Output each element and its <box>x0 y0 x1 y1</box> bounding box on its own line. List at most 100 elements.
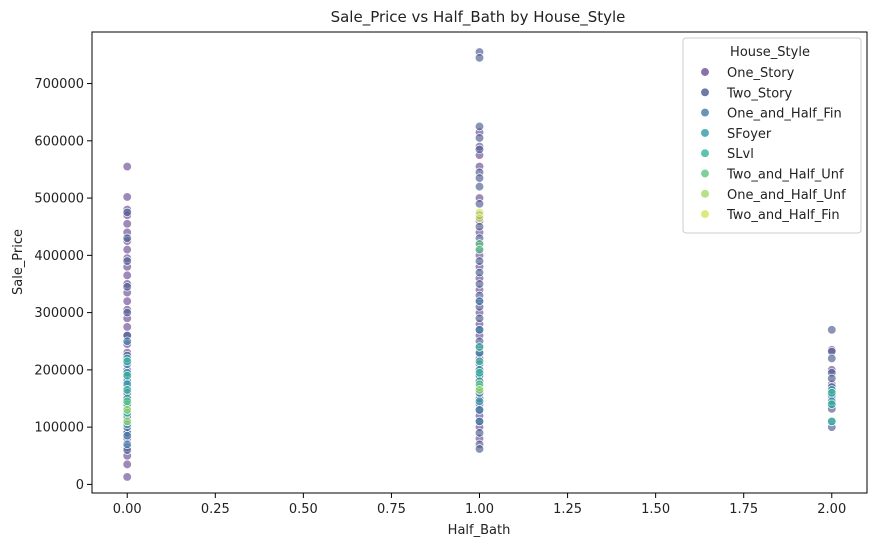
data-point <box>122 431 132 441</box>
data-point <box>474 325 485 335</box>
data-point <box>474 133 485 143</box>
legend-marker <box>700 87 710 97</box>
legend-item: One_and_Half_Unf <box>700 188 846 203</box>
data-point <box>122 439 132 449</box>
data-point <box>122 207 132 218</box>
data-point <box>122 233 132 243</box>
series-two-and-half-unf <box>122 239 485 407</box>
data-point <box>474 342 485 352</box>
legend-item: Two_and_Half_Fin <box>700 208 840 223</box>
data-point <box>122 405 132 415</box>
legend-label: One_Story <box>727 66 795 81</box>
x-axis: 0.00 0.25 0.50 0.75 1.00 1.25 1.50 1.75 2.00 <box>113 493 846 517</box>
legend-item: One_and_Half_Fin <box>700 107 842 122</box>
data-point <box>827 388 837 398</box>
data-point <box>827 373 837 384</box>
data-point <box>122 459 132 470</box>
data-point <box>827 325 837 335</box>
legend-label: SFoyer <box>727 127 772 142</box>
data-point <box>827 416 837 427</box>
data-point <box>122 282 132 292</box>
data-point <box>474 222 485 232</box>
legend-title: House_Style <box>730 45 810 60</box>
legend-marker <box>700 168 710 179</box>
data-point <box>474 181 485 192</box>
x-tick-label: 1.50 <box>641 502 670 517</box>
data-point <box>122 322 132 332</box>
data-point <box>474 356 485 366</box>
legend-marker <box>700 67 710 77</box>
y-tick-label: 500000 <box>34 192 84 207</box>
data-point <box>122 396 132 407</box>
data-point <box>122 356 132 366</box>
data-point <box>122 219 132 229</box>
legend-label: One_and_Half_Unf <box>727 188 846 203</box>
data-point <box>474 199 485 209</box>
series-two-and-half-fin <box>474 207 485 223</box>
y-tick-label: 100000 <box>34 421 84 436</box>
data-point <box>474 428 485 438</box>
data-point <box>122 270 132 281</box>
data-point <box>474 121 485 132</box>
data-point <box>474 396 485 407</box>
data-points <box>122 47 837 482</box>
y-tick-label: 700000 <box>34 77 84 92</box>
legend-item: SLvl <box>700 147 754 162</box>
data-point <box>122 296 132 306</box>
data-point <box>122 192 132 202</box>
legend-item: One_Story <box>700 66 795 81</box>
legend: House_Style One_Story Two_Story One_and_Ha… <box>682 37 862 234</box>
data-point <box>474 385 485 395</box>
data-point <box>827 353 837 364</box>
data-point <box>474 244 485 255</box>
data-point <box>122 472 132 482</box>
data-point <box>122 385 132 395</box>
legend-label: Two_and_Half_Unf <box>726 168 844 183</box>
legend-marker <box>700 148 710 158</box>
x-tick-label: 0.75 <box>377 502 406 517</box>
legend-marker <box>700 189 710 199</box>
data-point <box>474 279 485 289</box>
data-point <box>474 213 485 223</box>
data-point <box>474 313 485 323</box>
data-point <box>122 256 132 266</box>
data-point <box>122 161 132 172</box>
legend-marker <box>700 128 710 138</box>
chart-title: Sale_Price vs Half_Bath by House_Style <box>331 8 626 27</box>
x-tick-label: 1.00 <box>465 502 494 517</box>
data-point <box>122 416 132 427</box>
y-tick-label: 0 <box>76 478 84 493</box>
data-point <box>474 368 485 378</box>
legend-label: Two_and_Half_Fin <box>726 208 840 223</box>
data-point <box>122 244 132 255</box>
data-point <box>474 144 485 155</box>
legend-item: SFoyer <box>700 127 772 142</box>
x-tick-label: 0.00 <box>113 502 142 517</box>
data-point <box>474 296 485 306</box>
y-tick-label: 300000 <box>34 306 84 321</box>
data-point <box>827 399 837 409</box>
legend-label: SLvl <box>727 147 754 162</box>
data-point <box>474 444 485 454</box>
y-tick-label: 400000 <box>34 249 84 264</box>
x-tick-label: 0.50 <box>289 502 318 517</box>
legend-label: Two_Story <box>726 86 793 101</box>
data-point <box>474 173 485 183</box>
x-axis-label: Half_Bath <box>448 523 511 538</box>
x-tick-label: 2.00 <box>817 502 846 517</box>
y-axis-label: Sale_Price <box>11 229 26 295</box>
data-point <box>474 256 485 266</box>
x-tick-label: 1.75 <box>729 502 758 517</box>
legend-marker <box>700 107 710 118</box>
legend-item: Two_and_Half_Unf <box>700 168 844 183</box>
data-point <box>474 53 485 63</box>
y-tick-label: 200000 <box>34 363 84 378</box>
y-tick-label: 600000 <box>34 134 84 149</box>
data-point <box>474 405 485 415</box>
data-point <box>122 307 132 318</box>
legend-marker <box>700 209 710 219</box>
data-point <box>474 267 485 278</box>
series-one-and-half-unf <box>122 385 485 427</box>
x-tick-label: 0.25 <box>201 502 230 517</box>
